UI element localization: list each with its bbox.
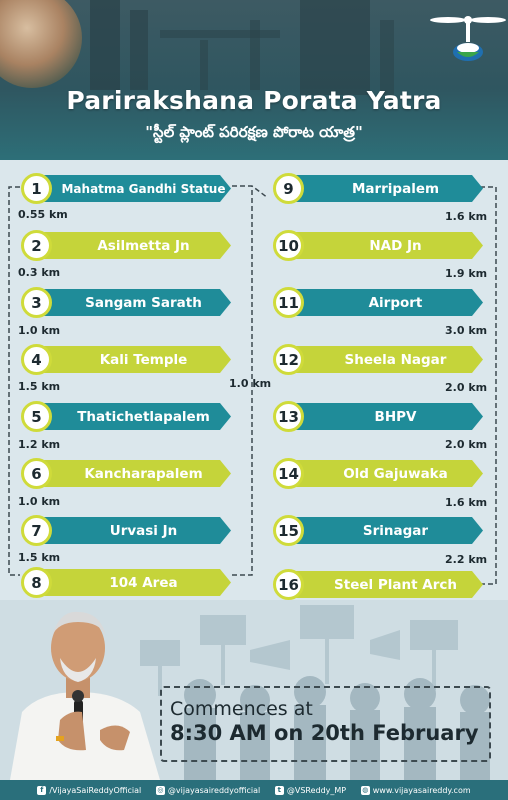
- instagram-icon: ◎: [155, 785, 165, 795]
- distance-label: 1.9 km: [445, 267, 488, 280]
- stop-name: Steel Plant Arch: [290, 571, 483, 598]
- stop-number: 14: [273, 458, 304, 489]
- route-stop-6: 6 Kancharapalem: [21, 458, 231, 489]
- stop-name: Thatichetlapalem: [38, 403, 231, 430]
- instagram-handle: @vijayasaireddyofficial: [167, 785, 261, 795]
- distance-label: 1.2 km: [18, 438, 61, 451]
- party-fan-logo-icon: [430, 16, 506, 61]
- route-stop-15: 15 Srinagar: [273, 515, 483, 546]
- steel-plant-silhouette: [90, 0, 394, 95]
- stop-number: 15: [273, 515, 304, 546]
- footer-website[interactable]: ◍ www.vijayasaireddy.com: [360, 785, 471, 795]
- distance-label: 1.6 km: [445, 496, 488, 509]
- stop-number: 3: [21, 287, 52, 318]
- route-stop-12: 12 Sheela Nagar: [273, 344, 483, 375]
- distance-label-middle: 1.0 km: [229, 377, 272, 390]
- route-stop-13: 13 BHPV: [273, 401, 483, 432]
- stop-name: Asilmetta Jn: [38, 232, 231, 259]
- page-title: Parirakshana Porata Yatra: [66, 86, 442, 115]
- route-path: [8, 185, 497, 585]
- distance-label: 1.6 km: [445, 210, 488, 223]
- stop-number: 12: [273, 344, 304, 375]
- distance-label: 2.0 km: [445, 438, 488, 451]
- distance-label: 1.0 km: [18, 324, 61, 337]
- stop-number: 8: [21, 567, 52, 598]
- website-url: www.vijayasaireddy.com: [372, 785, 471, 795]
- stop-name: 104 Area: [38, 569, 231, 596]
- stop-name: Kancharapalem: [38, 460, 231, 487]
- distance-label: 1.0 km: [18, 495, 61, 508]
- stop-name: Old Gajuwaka: [290, 460, 483, 487]
- stop-name: Kali Temple: [38, 346, 231, 373]
- stop-number: 2: [21, 230, 52, 261]
- stop-number: 16: [273, 569, 304, 600]
- stop-number: 10: [273, 230, 304, 261]
- header-banner: Parirakshana Porata Yatra "స్టీల్ ప్లాంట…: [0, 0, 508, 160]
- stop-name: Srinagar: [290, 517, 483, 544]
- stop-number: 4: [21, 344, 52, 375]
- route-stop-10: 10 NAD Jn: [273, 230, 483, 261]
- route-stop-14: 14 Old Gajuwaka: [273, 458, 483, 489]
- stop-name: Airport: [290, 289, 483, 316]
- leader-portrait: [10, 611, 160, 780]
- stop-number: 5: [21, 401, 52, 432]
- globe-icon: ◍: [360, 785, 370, 795]
- stop-name: NAD Jn: [290, 232, 483, 259]
- stop-name: Sheela Nagar: [290, 346, 483, 373]
- facebook-icon: f: [37, 785, 47, 795]
- route-stop-2: 2 Asilmetta Jn: [21, 230, 231, 261]
- route-stop-7: 7 Urvasi Jn: [21, 515, 231, 546]
- stop-name: Mahatma Gandhi Statue: [38, 175, 231, 202]
- stop-number: 7: [21, 515, 52, 546]
- footer-twitter[interactable]: t @VSReddy_MP: [274, 785, 347, 795]
- stop-number: 6: [21, 458, 52, 489]
- distance-label: 1.5 km: [18, 551, 61, 564]
- stop-name: Marripalem: [290, 175, 483, 202]
- footer-social-bar: f /VijayaSaiReddyOfficial ◎ @vijayasaire…: [0, 780, 508, 800]
- commence-label: Commences at: [170, 698, 313, 720]
- route-stop-3: 3 Sangam Sarath: [21, 287, 231, 318]
- stop-name: Urvasi Jn: [38, 517, 231, 544]
- twitter-icon: t: [274, 785, 284, 795]
- twitter-handle: @VSReddy_MP: [286, 785, 347, 795]
- stop-name: Sangam Sarath: [38, 289, 231, 316]
- distance-label: 0.3 km: [18, 266, 61, 279]
- route-stop-5: 5 Thatichetlapalem: [21, 401, 231, 432]
- stop-number: 9: [273, 173, 304, 204]
- commence-time: 8:30 AM on 20th February: [170, 721, 479, 745]
- stop-number: 1: [21, 173, 52, 204]
- facebook-handle: /VijayaSaiReddyOfficial: [49, 785, 142, 795]
- route-stop-8: 8 104 Area: [21, 567, 231, 598]
- route-stop-1: 1 Mahatma Gandhi Statue: [21, 173, 231, 204]
- distance-label: 3.0 km: [445, 324, 488, 337]
- distance-label: 0.55 km: [18, 208, 68, 221]
- footer-facebook[interactable]: f /VijayaSaiReddyOfficial: [37, 785, 142, 795]
- route-stop-11: 11 Airport: [273, 287, 483, 318]
- route-stop-4: 4 Kali Temple: [21, 344, 231, 375]
- commence-box: [160, 686, 491, 762]
- route-stop-9: 9 Marripalem: [273, 173, 483, 204]
- distance-label: 2.0 km: [445, 381, 488, 394]
- stop-number: 11: [273, 287, 304, 318]
- route-stop-16: 16 Steel Plant Arch: [273, 569, 483, 600]
- stop-name: BHPV: [290, 403, 483, 430]
- distance-label: 2.2 km: [445, 553, 488, 566]
- page-subtitle-telugu: "స్టీల్ ప్లాంట్ పరిరక్షణ పోరాట యాత్ర": [145, 123, 363, 141]
- stop-number: 13: [273, 401, 304, 432]
- footer-instagram[interactable]: ◎ @vijayasaireddyofficial: [155, 785, 261, 795]
- distance-label: 1.5 km: [18, 380, 61, 393]
